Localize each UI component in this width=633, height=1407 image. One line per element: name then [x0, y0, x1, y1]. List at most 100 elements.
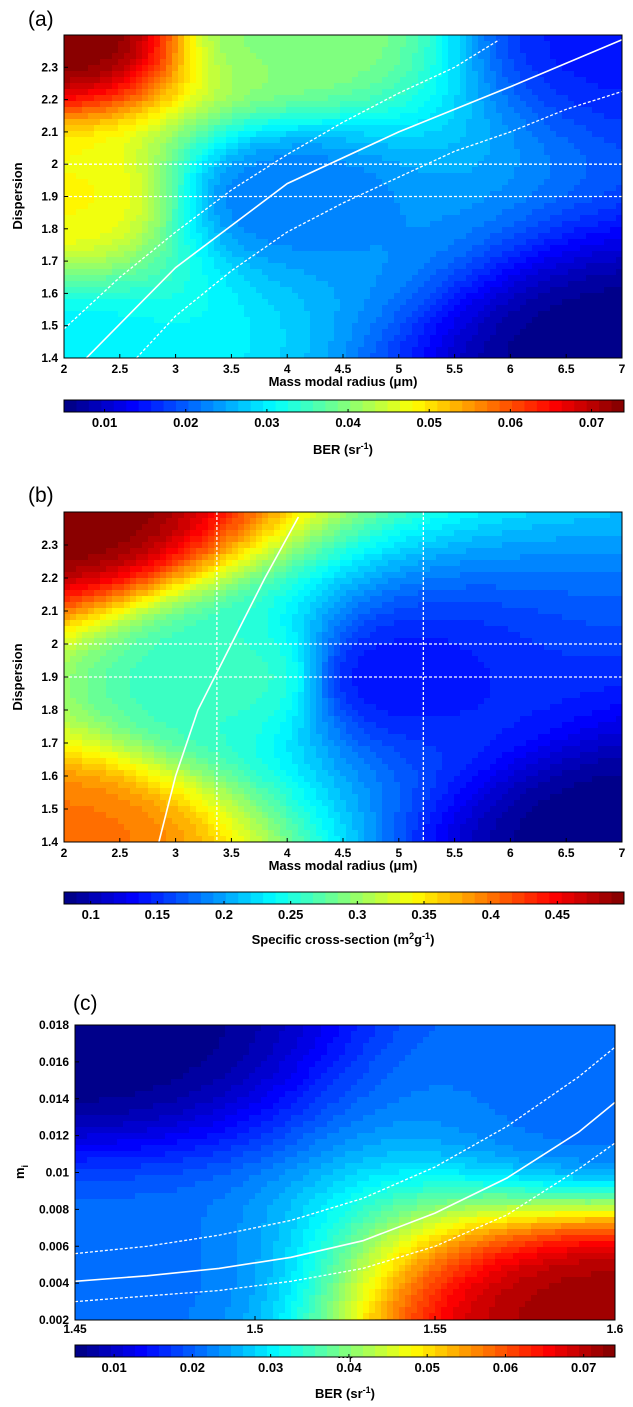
heatmap-cell — [496, 227, 503, 234]
heatmap-cell — [610, 251, 617, 258]
heatmap-cell — [388, 341, 395, 348]
heatmap-cell — [226, 65, 233, 72]
heatmap-cell — [610, 353, 617, 358]
heatmap-cell — [478, 89, 485, 96]
heatmap-cell — [214, 167, 221, 174]
heatmap-cell — [88, 185, 95, 192]
heatmap-cell — [472, 251, 479, 258]
heatmap-cell — [274, 77, 281, 84]
heatmap-cell — [532, 245, 539, 252]
heatmap-cell — [610, 143, 617, 150]
heatmap-cell — [592, 329, 599, 336]
heatmap-cell — [340, 185, 347, 192]
heatmap-cell — [220, 107, 227, 114]
heatmap-cell — [442, 245, 449, 252]
heatmap-cell — [238, 173, 245, 180]
heatmap-cell — [304, 71, 311, 78]
heatmap-cell — [598, 311, 605, 318]
heatmap-cell — [562, 185, 569, 192]
heatmap-cell — [124, 317, 131, 324]
heatmap-cell — [574, 329, 581, 336]
heatmap-cell — [190, 185, 197, 192]
heatmap-cell — [148, 305, 155, 312]
heatmap-cell — [76, 65, 83, 72]
heatmap-cell — [130, 185, 137, 192]
heatmap-cell — [436, 107, 443, 114]
heatmap-cell — [418, 287, 425, 294]
heatmap-cell — [388, 263, 395, 270]
heatmap-cell — [550, 227, 557, 234]
heatmap-cell — [244, 155, 251, 162]
heatmap-cell — [382, 155, 389, 162]
heatmap-cell — [346, 137, 353, 144]
heatmap-cell — [502, 47, 509, 54]
heatmap-cell — [424, 53, 431, 60]
heatmap-cell — [76, 35, 83, 42]
heatmap-cell — [118, 149, 125, 156]
heatmap-cell — [352, 203, 359, 210]
heatmap-cell — [124, 287, 131, 294]
heatmap-cell — [130, 161, 137, 168]
heatmap-cell — [292, 329, 299, 336]
heatmap-cell — [388, 221, 395, 228]
heatmap-cell — [196, 209, 203, 216]
heatmap-cell — [268, 335, 275, 342]
heatmap-cell — [532, 227, 539, 234]
heatmap-cell — [100, 269, 107, 276]
heatmap-cell — [334, 71, 341, 78]
heatmap-cell — [334, 221, 341, 228]
heatmap-cell — [592, 335, 599, 342]
heatmap-cell — [178, 53, 185, 60]
heatmap-cell — [394, 149, 401, 156]
heatmap-cell — [202, 119, 209, 126]
heatmap-cell — [508, 317, 515, 324]
heatmap-cell — [334, 167, 341, 174]
heatmap-cell — [124, 185, 131, 192]
heatmap-cell — [604, 71, 611, 78]
heatmap-cell — [310, 143, 317, 150]
heatmap-cell — [184, 227, 191, 234]
heatmap-cell — [532, 191, 539, 198]
heatmap-cell — [268, 71, 275, 78]
heatmap-cell — [106, 311, 113, 318]
heatmap-cell — [94, 41, 101, 48]
heatmap-cell — [514, 161, 521, 168]
heatmap-cell — [136, 209, 143, 216]
heatmap-cell — [346, 65, 353, 72]
heatmap-cell — [118, 173, 125, 180]
heatmap-cell — [454, 197, 461, 204]
heatmap-cell — [400, 95, 407, 102]
heatmap-cell — [226, 257, 233, 264]
heatmap-cell — [502, 347, 509, 354]
heatmap-cell — [388, 41, 395, 48]
heatmap-cell — [562, 131, 569, 138]
heatmap-cell — [334, 59, 341, 66]
heatmap-cell — [232, 119, 239, 126]
heatmap-cell — [232, 83, 239, 90]
heatmap-cell — [130, 41, 137, 48]
heatmap-cell — [346, 173, 353, 180]
heatmap-cell — [82, 269, 89, 276]
heatmap-cell — [202, 71, 209, 78]
heatmap-cell — [274, 353, 281, 358]
heatmap-cell — [100, 113, 107, 120]
heatmap-cell — [430, 65, 437, 72]
heatmap-cell — [154, 281, 161, 288]
heatmap-cell — [166, 227, 173, 234]
heatmap-cell — [106, 347, 113, 354]
heatmap-cell — [424, 59, 431, 66]
heatmap-cell — [382, 173, 389, 180]
heatmap-cell — [604, 77, 611, 84]
heatmap-cell — [82, 293, 89, 300]
heatmap-cell — [364, 203, 371, 210]
heatmap-cell — [556, 143, 563, 150]
heatmap-cell — [178, 281, 185, 288]
heatmap-cell — [520, 269, 527, 276]
heatmap-cell — [598, 143, 605, 150]
heatmap-cell — [436, 221, 443, 228]
heatmap-cell — [400, 311, 407, 318]
heatmap-cell — [148, 113, 155, 120]
heatmap-cell — [466, 263, 473, 270]
heatmap-cell — [64, 71, 71, 78]
heatmap-cell — [484, 59, 491, 66]
